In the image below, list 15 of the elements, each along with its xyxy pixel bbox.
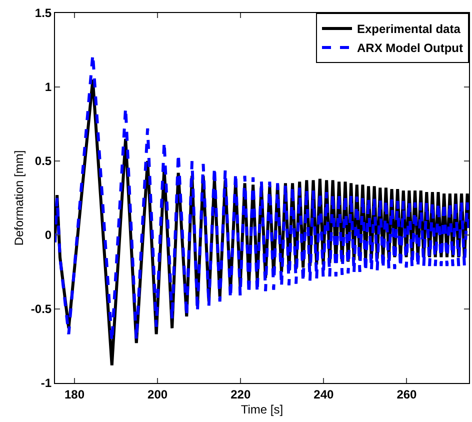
y-tick-label: 1 [44,80,52,94]
y-tick-label: -1 [40,376,52,390]
y-tick-label: -0.5 [30,302,52,316]
y-tick-label: 0.5 [34,154,52,168]
x-axis-title: Time [s] [240,402,284,416]
y-tick-label: 0 [44,228,52,242]
x-tick-label: 200 [148,387,168,402]
x-tick-label: 240 [314,387,334,402]
legend-label: Experimental data [357,22,461,36]
legend-label: ARX Model Output [357,41,463,56]
x-tick-label: 220 [230,387,251,402]
y-tick-label: 1.5 [34,6,52,20]
y-axis-title: Deformation [mm] [12,150,26,246]
x-tick-label: 180 [64,387,85,402]
x-tick-label: 260 [396,387,418,402]
